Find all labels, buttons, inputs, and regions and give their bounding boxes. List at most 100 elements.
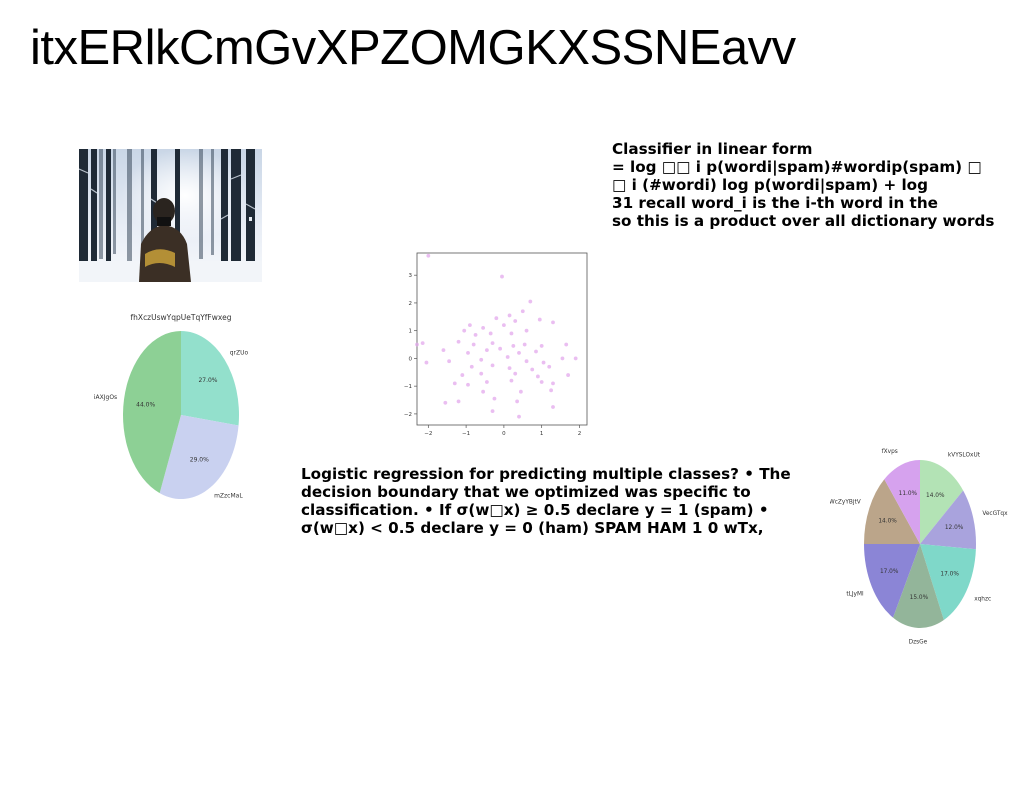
text-line: classification. • If σ(w□x) ≥ 0.5 declar… bbox=[301, 501, 769, 519]
scatter-point bbox=[447, 359, 452, 364]
pie-slice-DzsGe bbox=[893, 544, 944, 628]
scatter-point bbox=[424, 360, 429, 365]
scatter-point bbox=[518, 389, 523, 394]
pie-slice-iAXJgOs bbox=[122, 331, 181, 494]
pie-percent: 12.0% bbox=[945, 525, 964, 531]
x-tick-label: 1 bbox=[540, 431, 544, 437]
pie-label: iAXJgOs bbox=[94, 394, 117, 401]
scatter-point bbox=[488, 331, 493, 336]
pie1-title: fhXczUswYqpUeTqYfFwxeg bbox=[131, 313, 232, 322]
scatter-point bbox=[490, 341, 495, 346]
scatter-chart: −2 −1 0 1 2 −2 −1 0 1 2 3 bbox=[404, 252, 588, 437]
pie-label: kVYSLOxUt bbox=[948, 453, 981, 459]
text-block-bottom: Logistic regression for predicting multi… bbox=[301, 465, 791, 537]
winter-forest-photo bbox=[79, 149, 262, 282]
scatter-point bbox=[528, 299, 533, 304]
scatter-point bbox=[524, 328, 529, 333]
pie-label: mZzcMaL bbox=[214, 492, 243, 499]
scatter-point bbox=[467, 323, 472, 328]
scatter-point bbox=[484, 348, 489, 352]
scatter-point bbox=[509, 378, 514, 383]
pie-chart-left: fhXczUswYqpUeTqYfFwxeg qrZUo 27.0% mZzcMaL… bbox=[94, 313, 249, 499]
scatter-point bbox=[517, 350, 521, 355]
y-tick-label: 2 bbox=[409, 301, 413, 307]
pie-percent: 11.0% bbox=[899, 491, 918, 497]
scatter-axes: −2 −1 0 1 2 −2 −1 0 1 2 3 bbox=[404, 273, 581, 437]
pie-percent: 17.0% bbox=[940, 572, 959, 578]
pie-percent: 14.0% bbox=[926, 493, 945, 499]
scatter-point bbox=[505, 355, 510, 359]
pie-percent: 17.0% bbox=[880, 569, 899, 575]
scatter-point bbox=[473, 332, 478, 337]
scatter-point bbox=[500, 274, 504, 279]
text-line: decision boundary that we optimized was … bbox=[301, 483, 751, 501]
scatter-point bbox=[484, 380, 489, 384]
scatter-point bbox=[452, 381, 457, 386]
scatter-point bbox=[460, 373, 465, 377]
scatter-point bbox=[507, 313, 512, 318]
pie-label: xqhzc bbox=[974, 597, 991, 603]
pie-percent: 15.0% bbox=[910, 595, 929, 601]
scatter-point bbox=[479, 357, 484, 362]
scatter-point bbox=[490, 363, 495, 368]
scatter-point bbox=[462, 328, 467, 333]
scatter-points bbox=[415, 253, 578, 419]
y-tick-label: −1 bbox=[404, 384, 412, 390]
scatter-point bbox=[511, 344, 516, 348]
scatter-plot-frame bbox=[416, 252, 588, 426]
pie-slice-VecGTqx bbox=[920, 490, 976, 550]
pie-percent: 14.0% bbox=[878, 519, 897, 525]
pie-percent: 29.0% bbox=[190, 456, 209, 463]
pie-percent: 44.0% bbox=[136, 402, 155, 409]
pie-chart-right: kVYSLOxUt 14.0% VecGTqx 12.0% xqhzc 17.0% DzsG… bbox=[830, 449, 1008, 646]
scatter-point bbox=[535, 374, 540, 379]
scatter-point bbox=[501, 323, 506, 328]
scatter-point bbox=[481, 326, 486, 330]
page-title: itxERlkCmGvXPZOMGKXSSNEavv bbox=[30, 21, 796, 75]
text-line: so this is a product over all dictionary… bbox=[612, 212, 995, 230]
scatter-point bbox=[551, 405, 555, 409]
scatter-point bbox=[471, 342, 476, 347]
y-tick-label: 0 bbox=[409, 356, 413, 362]
scatter-point bbox=[443, 400, 448, 405]
x-tick-label: −2 bbox=[424, 431, 432, 437]
scatter-point bbox=[547, 364, 552, 369]
scatter-point bbox=[520, 309, 525, 314]
scatter-point bbox=[494, 316, 499, 321]
scatter-point bbox=[539, 380, 544, 384]
x-tick-label: 0 bbox=[502, 431, 506, 437]
scatter-point bbox=[498, 346, 503, 351]
scatter-point bbox=[426, 253, 431, 258]
pie-slice-xqhzc bbox=[920, 544, 976, 621]
scatter-point bbox=[466, 350, 470, 355]
scatter-point bbox=[507, 366, 512, 371]
text-line: 31 recall word_i is the i-th word in the bbox=[612, 194, 938, 212]
scatter-point bbox=[456, 339, 461, 344]
scatter-point bbox=[541, 360, 546, 365]
scatter-point bbox=[509, 331, 514, 336]
pie-label: fXvps bbox=[882, 449, 898, 455]
scatter-point bbox=[560, 356, 565, 361]
y-tick-label: 1 bbox=[409, 329, 413, 335]
scatter-point bbox=[566, 373, 571, 377]
pie-percent: 27.0% bbox=[198, 377, 217, 384]
y-tick-label: 3 bbox=[409, 273, 413, 279]
scatter-point bbox=[456, 399, 461, 404]
pie-label: tLJyMl bbox=[846, 592, 864, 598]
scatter-point bbox=[517, 414, 521, 419]
pie-label: WcZyYBjtV bbox=[830, 500, 861, 506]
scatter-point bbox=[522, 342, 527, 347]
scatter-point bbox=[513, 371, 518, 376]
scatter-point bbox=[530, 367, 535, 372]
scatter-point bbox=[513, 319, 518, 323]
scatter-point bbox=[490, 409, 495, 414]
pie-slice-tLJyMl bbox=[864, 544, 920, 618]
x-tick-label: 2 bbox=[578, 431, 582, 437]
text-block-top: Classifier in linear form = log □□ i p(w… bbox=[612, 140, 994, 230]
scatter-point bbox=[492, 396, 497, 401]
scatter-point bbox=[420, 341, 425, 346]
pie1-slices: qrZUo 27.0% mZzcMaL 29.0% iAXJgOs 44.0% bbox=[94, 331, 249, 499]
pie-slice-qrZUo bbox=[181, 331, 239, 426]
scatter-point bbox=[539, 344, 544, 348]
pie-label: VecGTqx bbox=[982, 511, 1008, 517]
